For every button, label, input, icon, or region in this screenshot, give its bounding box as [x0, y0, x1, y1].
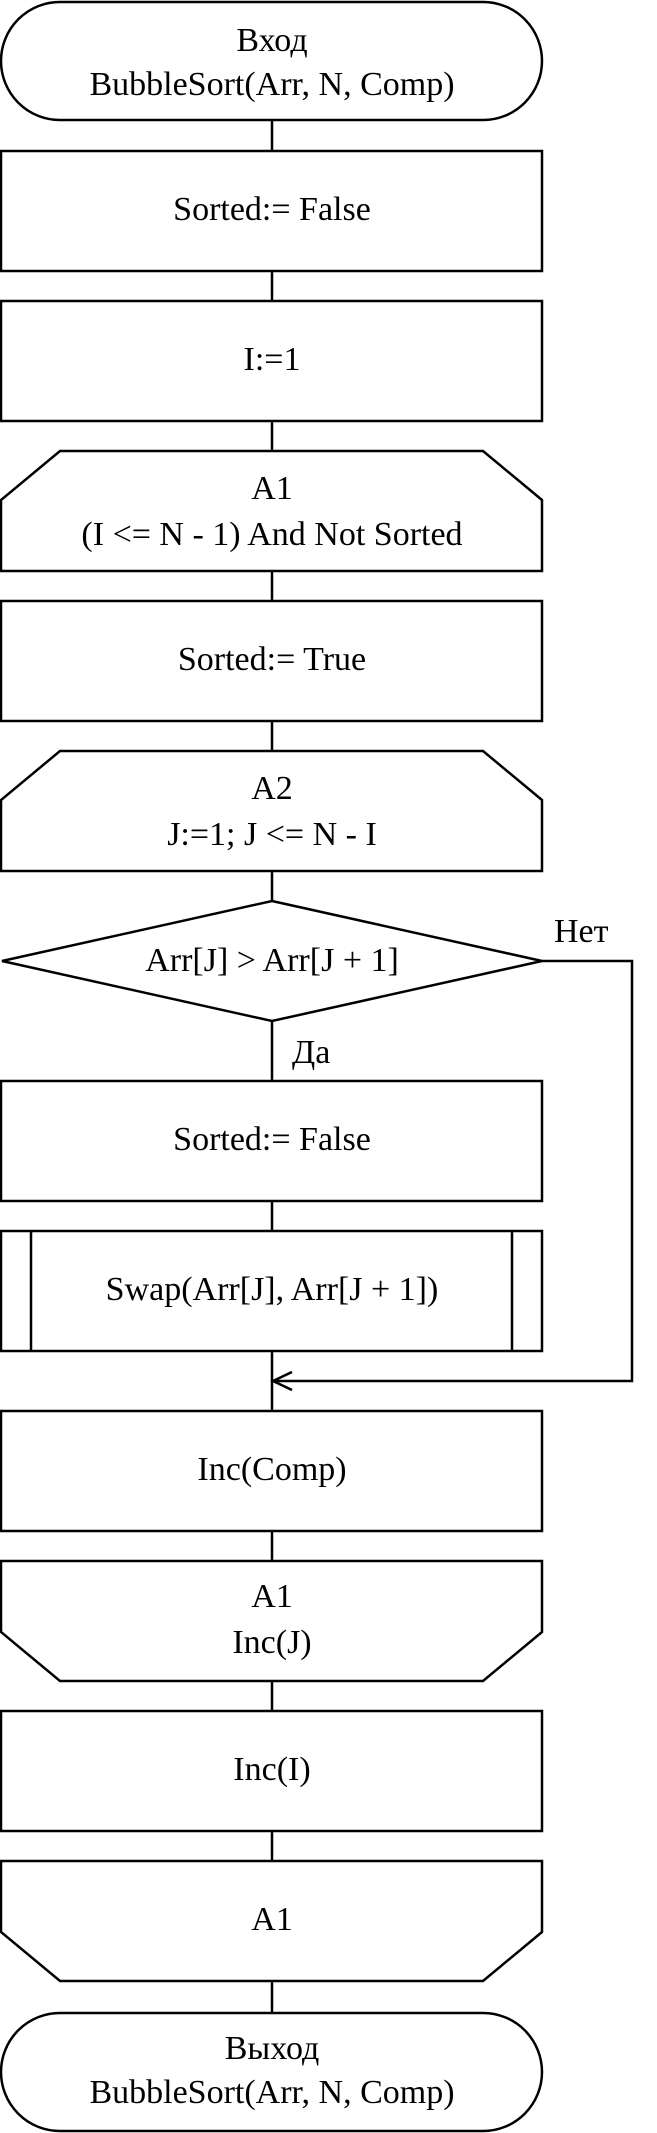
loop-end-inner: A1 Inc(J)	[0, 1559, 544, 1683]
decision-yes-label: Да	[292, 1034, 330, 1071]
decision-compare: Arr[J] > Arr[J + 1] Нет Да	[1, 899, 609, 1071]
loop-a2-condition: J:=1; J <= N - I	[167, 816, 377, 853]
start-terminator: Вход BubbleSort(Arr, N, Comp)	[0, 0, 544, 122]
set-sorted-text: Sorted:= True	[178, 641, 366, 678]
process-inc-i: Inc(I)	[0, 1709, 544, 1833]
process-set-sorted: Sorted:= True	[0, 599, 544, 723]
loop-a2-name: A2	[251, 770, 293, 807]
reset-sorted-text: Sorted:= False	[173, 1121, 371, 1158]
end-call: BubbleSort(Arr, N, Comp)	[89, 2074, 454, 2111]
decision-no-label: Нет	[554, 913, 609, 950]
end-terminator: Выход BubbleSort(Arr, N, Comp)	[0, 2011, 544, 2133]
loop-end-outer: A1	[0, 1859, 544, 1983]
process-init-sorted: Sorted:= False	[0, 149, 544, 273]
inc-comp-text: Inc(Comp)	[197, 1451, 346, 1488]
connector-decision-no	[272, 959, 634, 1383]
loop-end-inner-name: A1	[251, 1578, 293, 1615]
init-sorted-text: Sorted:= False	[173, 191, 371, 228]
loop-a1-name: A1	[251, 470, 293, 507]
process-init-i: I:=1	[0, 299, 544, 423]
process-reset-sorted: Sorted:= False	[0, 1079, 544, 1203]
predefined-process-swap: Swap(Arr[J], Arr[J + 1])	[0, 1229, 544, 1353]
loop-start-a2: A2 J:=1; J <= N - I	[0, 749, 544, 873]
loop-end-inner-action: Inc(J)	[232, 1624, 311, 1661]
connectors	[270, 120, 634, 2013]
arrowhead-merge	[270, 1370, 293, 1392]
process-inc-comp: Inc(Comp)	[0, 1409, 544, 1533]
loop-end-outer-name: A1	[251, 1901, 293, 1938]
start-call: BubbleSort(Arr, N, Comp)	[89, 66, 454, 103]
inc-i-text: Inc(I)	[233, 1751, 310, 1788]
swap-call-text: Swap(Arr[J], Arr[J + 1])	[106, 1271, 439, 1308]
decision-text: Arr[J] > Arr[J + 1]	[145, 942, 399, 979]
end-label: Выход	[225, 2030, 320, 2067]
init-i-text: I:=1	[244, 341, 301, 378]
loop-start-a1: A1 (I <= N - 1) And Not Sorted	[0, 449, 544, 573]
start-label: Вход	[236, 22, 307, 59]
loop-a1-condition: (I <= N - 1) And Not Sorted	[81, 516, 462, 553]
